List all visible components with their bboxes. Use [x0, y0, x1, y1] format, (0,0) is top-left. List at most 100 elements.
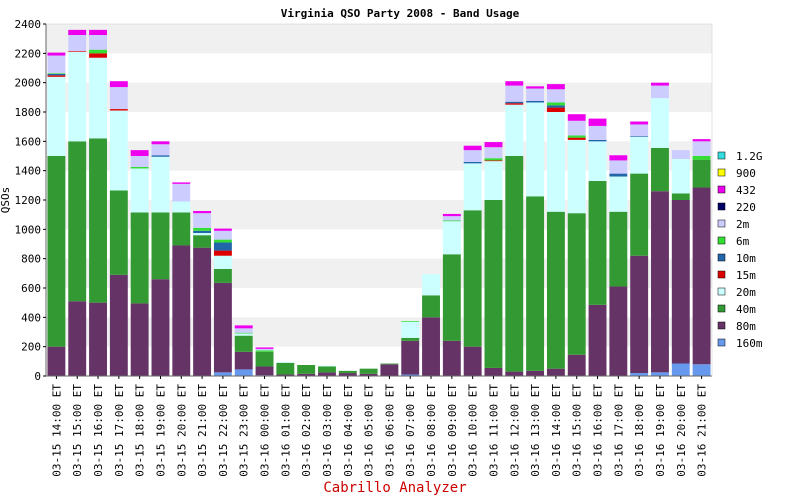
bar-segment-80m: [422, 317, 440, 376]
bar-segment-40m: [255, 351, 274, 367]
bar-segment-40m: [276, 362, 295, 375]
legend-item-432: 432: [717, 184, 756, 197]
bar-segment-160m: [630, 373, 649, 376]
bar-segment-160m: [234, 369, 253, 376]
bar-segment-2m: [255, 348, 274, 351]
bar-segment-432: [234, 325, 253, 329]
y-tick-label: 1200: [15, 194, 42, 207]
bar-segment-20m: [318, 365, 336, 367]
grid-band: [46, 82, 712, 112]
bar-segment-432: [172, 182, 191, 184]
bar-segment-40m: [526, 196, 545, 371]
bar-segment-80m: [505, 371, 524, 376]
y-tick-label: 200: [21, 341, 41, 354]
bar-segment-432: [68, 29, 87, 35]
bar-segment-80m: [630, 255, 649, 374]
x-tick-label: 03-15 21:00 ET: [196, 384, 209, 477]
bar-segment-40m: [68, 141, 87, 302]
bar-segment-20m: [630, 136, 649, 174]
bar-segment-432: [505, 81, 524, 86]
bar-segment-40m: [692, 159, 711, 188]
bar-segment-432: [130, 150, 149, 156]
legend-item-10m: 10m: [717, 252, 756, 265]
legend-label: 10m: [736, 252, 756, 265]
x-tick-label: 03-16 07:00 ET: [404, 384, 417, 477]
x-tick-label: 03-15 14:00 ET: [50, 384, 63, 477]
bar-segment-20m: [567, 139, 586, 214]
x-tick-label: 03-15 22:00 ET: [217, 384, 230, 477]
bar-segment-10m: [630, 136, 649, 137]
legend-item-220: 220: [717, 201, 756, 214]
legend-label: 80m: [736, 320, 756, 333]
legend-label: 2m: [736, 218, 750, 231]
bar-segment-40m: [463, 210, 482, 347]
bar-segment-20m: [526, 102, 545, 197]
x-tick-label: 03-16 15:00 ET: [571, 384, 584, 477]
x-tick-label: 03-15 20:00 ET: [175, 384, 188, 477]
x-tick-label: 03-16 01:00 ET: [279, 384, 292, 477]
y-tick-label: 1400: [15, 165, 42, 178]
bar-segment-40m: [546, 211, 565, 369]
legend-swatch: [717, 321, 726, 330]
bar-segment-20m: [442, 221, 461, 255]
x-tick-label: 03-15 15:00 ET: [71, 384, 84, 477]
legend-swatch: [717, 304, 726, 313]
legend-swatch: [717, 236, 726, 245]
bar-segment-40m: [318, 366, 336, 373]
bar-segment-10m: [526, 101, 545, 103]
bar-segment-6m: [193, 227, 212, 231]
bar-segment-80m: [297, 373, 316, 376]
legend-label: 220: [736, 201, 756, 214]
chart-title: Virginia QSO Party 2008 - Band Usage: [281, 7, 520, 20]
bar-segment-6m: [401, 321, 420, 322]
bar-segment-20m: [463, 163, 482, 211]
x-tick-label: 03-16 03:00 ET: [321, 384, 334, 477]
bar-segment-40m: [505, 156, 524, 372]
bar-segment-40m: [47, 156, 66, 347]
bar-segment-20m: [234, 333, 253, 336]
bar-segment-2m: [213, 230, 232, 240]
bar-segment-40m: [567, 213, 586, 355]
bar-segment-20m: [130, 168, 149, 213]
legend-item-160m: 160m: [717, 337, 763, 350]
bar-segment-80m: [234, 351, 253, 370]
legend-label: 40m: [736, 303, 756, 316]
bar-segment-40m: [338, 370, 357, 374]
bar-segment-80m: [546, 368, 565, 376]
bar-segment-160m: [651, 372, 669, 376]
bar-segment-40m: [193, 235, 212, 248]
bar-segment-40m: [401, 337, 420, 341]
y-axis-ticks: 0 200 400 600 800 1000 1200 1400 1600 1800 2000 220…: [15, 18, 46, 383]
y-tick-label: 1800: [15, 106, 42, 119]
bar-segment-80m: [442, 340, 461, 376]
bar-segment-160m: [401, 374, 420, 376]
bar-segment-20m: [276, 362, 295, 363]
legend-item-20m: 20m: [717, 286, 756, 299]
y-tick-label: 1600: [15, 135, 42, 148]
bar-segment-432: [463, 145, 482, 151]
bar-segment-15m: [89, 53, 107, 58]
bar-segment-6m: [484, 158, 503, 161]
bar-segment-80m: [463, 346, 482, 376]
bar-segment-20m: [193, 233, 212, 236]
y-tick-label: 2200: [15, 47, 42, 60]
bar-segment-80m: [526, 370, 545, 376]
bar-segment-432: [213, 228, 232, 231]
bar-segment-40m: [380, 363, 399, 365]
y-tick-label: 0: [34, 370, 41, 383]
bar-segment-80m: [671, 200, 690, 364]
legend-swatch: [717, 168, 726, 177]
bar-segment-160m: [671, 363, 690, 376]
bar-segment-20m: [89, 57, 107, 139]
x-tick-label: 03-16 02:00 ET: [300, 384, 313, 477]
bar-segment-6m: [47, 73, 66, 74]
bar-segment-20m: [213, 255, 232, 269]
legend-item-6m: 6m: [717, 235, 750, 248]
bar-segment-432: [651, 82, 669, 86]
legend-item-900: 900: [717, 167, 756, 180]
bar-segment-432: [47, 52, 66, 56]
bar-segment-40m: [297, 365, 316, 374]
legend-swatch: [717, 287, 726, 296]
bar-segment-15m: [68, 51, 87, 52]
bar-segment-2m: [567, 120, 586, 136]
